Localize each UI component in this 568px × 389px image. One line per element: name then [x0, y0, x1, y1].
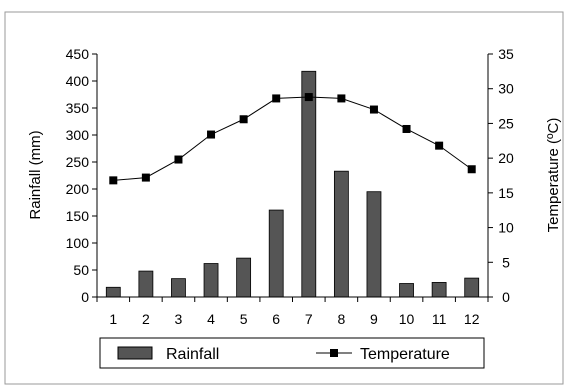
y-tick-label-right: 25 [498, 115, 514, 131]
x-tick-label: 1 [109, 311, 117, 327]
temperature-marker [435, 141, 444, 150]
temperature-marker [239, 115, 248, 124]
temperature-line [113, 96, 473, 181]
rainfall-bar [138, 270, 154, 298]
temperature-marker [272, 94, 281, 103]
rainfall-bar [236, 257, 252, 298]
rainfall-bar [399, 283, 414, 298]
rainfall-bar [464, 277, 480, 298]
y-tick-label-left: 100 [66, 235, 90, 251]
legend-rainfall-label: Rainfall [166, 346, 219, 363]
x-tick-label: 2 [142, 311, 150, 327]
x-tick-label: 9 [370, 311, 378, 327]
y-tick-label-left: 50 [73, 262, 89, 278]
x-tick-label: 3 [175, 311, 183, 327]
y-tick-label-left: 200 [66, 181, 90, 197]
temperature-marker [369, 105, 378, 114]
chart-frame [4, 11, 564, 385]
x-tick-label: 8 [337, 311, 345, 327]
legend: Rainfall Temperature [99, 337, 485, 369]
y-tick-label-left: 400 [66, 73, 90, 89]
x-tick-label: 7 [305, 311, 313, 327]
y-tick-label-left: 450 [66, 46, 90, 62]
x-tick-label: 4 [207, 311, 215, 327]
y-tick-label-left: 350 [66, 100, 90, 116]
legend-temperature-marker [330, 349, 338, 357]
plot-area: 0501001502002503003504004500510152025303… [66, 46, 514, 327]
temperature-marker [467, 165, 476, 174]
rainfall-bar [366, 191, 382, 298]
legend-temperature-label: Temperature [360, 346, 450, 363]
y-tick-label-right: 20 [498, 150, 514, 166]
y-tick-label-left: 250 [66, 154, 90, 170]
rainfall-bar [105, 286, 121, 298]
temperature-marker [337, 94, 346, 103]
rainfall-bar [268, 209, 284, 298]
x-tick-label: 5 [240, 311, 248, 327]
y-tick-label-right: 30 [498, 81, 514, 97]
legend-rainfall-swatch [117, 346, 153, 360]
y-tick-label-right: 0 [502, 289, 510, 305]
y-tick-label-right: 10 [498, 220, 514, 236]
x-tick-label: 10 [399, 311, 415, 327]
rainfall-bar [171, 278, 186, 298]
rainfall-bar [333, 170, 349, 298]
y-tick-label-left: 0 [81, 289, 89, 305]
temperature-marker [304, 93, 313, 102]
legend-box [99, 337, 485, 369]
temperature-marker [174, 155, 183, 164]
y-tick-label-left: 300 [66, 127, 90, 143]
rainfall-bar [203, 263, 219, 298]
y-tick-label-right: 15 [498, 185, 514, 201]
rainfall-bar [301, 70, 317, 298]
y-axis-title-right: Temperature (ºC) [545, 118, 562, 233]
y-tick-label-left: 150 [66, 208, 90, 224]
temperature-marker [109, 176, 118, 185]
y-axis-title-left: Rainfall (mm) [27, 130, 44, 219]
rainfall-bar [431, 282, 447, 298]
x-tick-label: 11 [432, 311, 447, 327]
x-tick-label: 6 [272, 311, 280, 327]
x-tick-label: 12 [464, 311, 480, 327]
temperature-marker [402, 124, 411, 133]
y-tick-label-right: 5 [502, 254, 510, 270]
temperature-marker [141, 173, 150, 182]
temperature-marker [207, 130, 216, 139]
y-tick-label-right: 35 [498, 46, 514, 62]
